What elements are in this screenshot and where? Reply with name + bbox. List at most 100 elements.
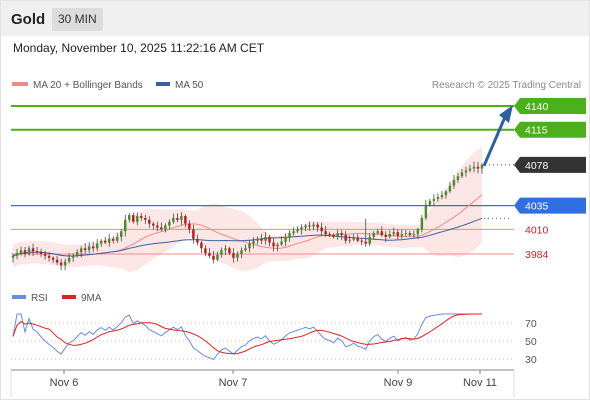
candle — [356, 234, 359, 243]
candle — [456, 172, 460, 183]
candle — [420, 215, 424, 233]
candle — [352, 234, 355, 242]
candle — [224, 245, 227, 255]
candle — [43, 250, 47, 260]
candle — [424, 199, 428, 221]
candle — [59, 258, 63, 271]
candle-body — [264, 236, 267, 241]
candle — [115, 232, 119, 244]
candle-body — [107, 238, 111, 243]
level-tag-bg — [514, 197, 586, 214]
level-tag-text: 4078 — [525, 160, 549, 172]
candle — [23, 247, 27, 258]
candle — [248, 239, 251, 253]
candle-body — [188, 223, 191, 230]
legend-ma50-label: MA 50 — [175, 80, 204, 91]
candle-body — [168, 221, 171, 226]
candle — [332, 233, 335, 239]
legend-ma20: MA 20 + Bollinger Bands — [12, 80, 143, 91]
candle — [95, 238, 99, 252]
candle — [208, 247, 211, 259]
candle-body — [91, 246, 95, 249]
candle — [71, 253, 75, 262]
candle-body — [164, 225, 167, 230]
candle-body — [476, 166, 480, 169]
candle-body — [472, 166, 476, 169]
candle — [392, 227, 396, 237]
candle — [240, 247, 243, 259]
candle — [336, 229, 339, 240]
level-tag-4035: 4035 — [514, 197, 586, 214]
candle — [264, 231, 267, 245]
rsi-tick-70: 70 — [525, 318, 537, 330]
candle — [444, 189, 448, 199]
candle-body — [95, 243, 99, 249]
candle — [192, 224, 195, 244]
timeframe-badge[interactable]: 30 MIN — [52, 8, 103, 31]
candle-body — [79, 248, 83, 253]
candle-body — [43, 254, 47, 256]
candle-body — [324, 231, 327, 235]
candle-body — [448, 185, 452, 192]
candle-body — [103, 240, 107, 243]
legend-rsi-label: RSI — [31, 293, 48, 304]
candle — [111, 236, 115, 244]
candle — [83, 243, 87, 254]
candle — [15, 248, 19, 260]
x-tick-label: Nov 11 — [463, 377, 497, 389]
candle-body — [200, 242, 203, 249]
candle-body — [352, 237, 355, 240]
x-tick-label: Nov 6 — [50, 377, 79, 389]
legend-ma50: MA 50 — [156, 80, 203, 91]
level-tag-text: 4140 — [525, 101, 549, 113]
candle — [220, 247, 223, 258]
candle-body — [39, 252, 43, 254]
candle-body — [204, 248, 207, 254]
candle-body — [148, 219, 151, 224]
candle-body — [372, 233, 376, 237]
candle-body — [296, 229, 299, 232]
candle-body — [180, 216, 183, 220]
candle — [39, 248, 43, 257]
candle — [176, 213, 179, 223]
candle-body — [111, 238, 115, 241]
candle — [160, 222, 163, 232]
candle — [452, 175, 456, 190]
candle — [324, 226, 327, 237]
candle — [35, 246, 39, 255]
candle — [119, 229, 123, 242]
candle-body — [460, 172, 464, 177]
candle-body — [252, 240, 255, 244]
candle — [27, 245, 31, 256]
candle — [144, 214, 147, 224]
candle — [428, 198, 432, 207]
forecast-arrow-shaft — [482, 116, 507, 167]
candle-body — [244, 248, 247, 251]
candle — [280, 236, 283, 247]
candle-body — [380, 231, 384, 236]
candle — [188, 220, 191, 234]
candle — [340, 230, 343, 240]
x-tick-label: Nov 9 — [384, 377, 413, 389]
candle — [19, 246, 23, 256]
candle-body — [55, 259, 59, 263]
candle-body — [452, 180, 456, 186]
legend-rsi-ma: 9MA — [62, 293, 102, 304]
candle — [252, 237, 255, 249]
candle — [448, 181, 452, 194]
candle — [372, 231, 376, 240]
candle — [464, 166, 468, 177]
instrument-title: Gold — [11, 11, 46, 28]
candle-body — [63, 261, 67, 266]
candle — [168, 219, 171, 230]
candle-body — [420, 217, 424, 230]
candle — [228, 246, 231, 256]
candle-body — [140, 216, 143, 218]
candle-body — [228, 248, 231, 254]
candle-body — [368, 236, 372, 244]
candle-body — [184, 216, 187, 224]
candle — [400, 229, 404, 240]
candle-body — [236, 254, 239, 258]
candle-body — [424, 204, 428, 218]
candle — [360, 238, 363, 246]
